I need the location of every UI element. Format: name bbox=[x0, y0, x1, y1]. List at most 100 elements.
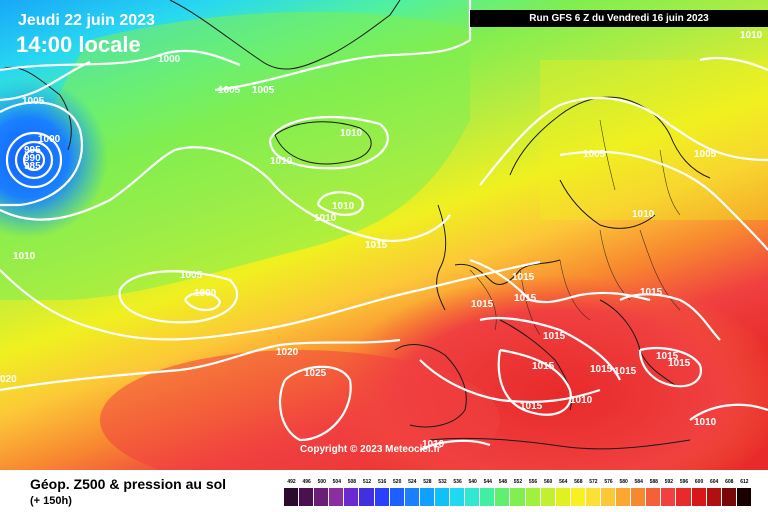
valid-date: Jeudi 22 juin 2023 bbox=[18, 12, 155, 29]
pressure-label: 1010 bbox=[314, 213, 337, 224]
pressure-label: 1015 bbox=[512, 272, 535, 283]
scale-swatch bbox=[646, 488, 662, 506]
scale-label: 584 bbox=[634, 479, 643, 485]
pressure-label: 1010 bbox=[694, 417, 717, 428]
scale-swatch bbox=[284, 488, 300, 506]
pressure-label: 1005 bbox=[22, 96, 45, 107]
scale-swatch bbox=[404, 488, 420, 506]
scale-label: 580 bbox=[619, 479, 628, 485]
scale-swatch bbox=[329, 488, 345, 506]
scale-label: 576 bbox=[604, 479, 613, 485]
scale-label: 592 bbox=[664, 479, 674, 485]
pressure-label: 1005 bbox=[180, 270, 203, 281]
pressure-label: 1015 bbox=[590, 364, 613, 375]
scale-swatch bbox=[419, 488, 435, 506]
scandinavia-zone bbox=[540, 60, 768, 220]
low-pressure-zone bbox=[0, 78, 108, 238]
pressure-label: 1010 bbox=[570, 395, 593, 406]
scale-label: 536 bbox=[453, 479, 462, 485]
pressure-label: 1015 bbox=[471, 299, 494, 310]
scale-label: 552 bbox=[513, 479, 523, 485]
pressure-label: 1000 bbox=[194, 288, 217, 299]
scale-swatch bbox=[570, 488, 586, 506]
pressure-label: 1005 bbox=[252, 85, 275, 96]
pressure-label: 1010 bbox=[270, 156, 293, 167]
scale-swatch bbox=[585, 488, 601, 506]
scale-swatches bbox=[284, 488, 752, 506]
pressure-label: 1010 bbox=[13, 251, 36, 262]
scale-label: 612 bbox=[740, 479, 749, 485]
local-time: 14:00 locale bbox=[16, 32, 141, 57]
scale-label: 500 bbox=[317, 479, 326, 485]
pressure-label: 1000 bbox=[158, 54, 181, 65]
pressure-label: 1010 bbox=[740, 30, 763, 41]
scale-swatch bbox=[555, 488, 571, 506]
scale-label: 540 bbox=[468, 479, 477, 485]
pressure-label: 1010 bbox=[332, 201, 355, 212]
scale-label: 520 bbox=[393, 479, 402, 485]
scale-swatch bbox=[540, 488, 556, 506]
coastlines bbox=[0, 0, 711, 450]
color-scale-legend: 492 496 500 504 508 512 516 520 524 528 532 536 540 5… bbox=[284, 476, 752, 506]
footer: Géop. Z500 & pression au sol (+ 150h) 49… bbox=[0, 470, 768, 512]
parameter-title: Géop. Z500 & pression au sol bbox=[30, 476, 227, 492]
scale-swatch bbox=[359, 488, 375, 506]
scale-label: 512 bbox=[362, 479, 372, 485]
scale-label: 604 bbox=[710, 479, 719, 485]
copyright-notice: Copyright © 2023 Meteociel.fr bbox=[300, 444, 441, 455]
scale-swatch bbox=[510, 488, 526, 506]
pressure-label: 1010 bbox=[632, 209, 655, 220]
scale-label: 556 bbox=[528, 479, 538, 485]
scale-label: 532 bbox=[438, 479, 447, 485]
scale-swatch bbox=[631, 488, 647, 506]
pressure-label: 1015 bbox=[514, 293, 537, 304]
map-canvas: 1000 1005 1005 1005 1000 995 990 985 101… bbox=[0, 0, 768, 470]
scale-labels: 492 496 500 504 508 512 516 520 524 528 532 536 540 5… bbox=[284, 476, 752, 488]
scale-label: 516 bbox=[377, 479, 387, 485]
scale-label: 600 bbox=[694, 479, 704, 485]
pressure-label: 1015 bbox=[668, 358, 691, 369]
scale-label: 504 bbox=[332, 479, 341, 485]
scale-label: 548 bbox=[498, 479, 508, 485]
scale-label: 508 bbox=[347, 479, 357, 485]
scale-label: 572 bbox=[589, 479, 598, 485]
pressure-label: 1015 bbox=[520, 401, 543, 412]
scale-swatch bbox=[691, 488, 707, 506]
pressure-label: 1015 bbox=[614, 366, 637, 377]
pressure-label: 1000 bbox=[38, 134, 61, 145]
scale-label: 596 bbox=[679, 479, 689, 485]
scale-swatch bbox=[314, 488, 330, 506]
scale-label: 588 bbox=[649, 479, 658, 485]
scale-label: 560 bbox=[543, 479, 553, 485]
scale-swatch bbox=[480, 488, 496, 506]
pressure-label: 1015 bbox=[656, 351, 679, 362]
scale-swatch bbox=[434, 488, 451, 506]
scale-swatch bbox=[736, 488, 752, 506]
pressure-label: 985 bbox=[24, 161, 41, 172]
scale-label: 564 bbox=[559, 479, 568, 485]
scale-label: 492 bbox=[287, 479, 296, 485]
weather-map: 1000 1005 1005 1005 1000 995 990 985 101… bbox=[0, 0, 768, 470]
pressure-label: 1015 bbox=[365, 240, 388, 251]
run-info-banner: Run GFS 6 Z du Vendredi 16 juin 2023 bbox=[470, 10, 768, 27]
pressure-labels: 1000 1005 1005 1005 1000 995 990 985 101… bbox=[0, 30, 763, 450]
scale-swatch bbox=[299, 488, 315, 506]
lead-time: (+ 150h) bbox=[30, 495, 72, 507]
pressure-label: 1015 bbox=[532, 361, 555, 372]
pressure-label: 1015 bbox=[543, 331, 566, 342]
scale-swatch bbox=[374, 488, 390, 506]
pressure-label: 1020 bbox=[276, 347, 299, 358]
scale-swatch bbox=[616, 488, 632, 506]
scale-label: 568 bbox=[574, 479, 583, 485]
scale-label: 544 bbox=[483, 479, 492, 485]
scale-swatch bbox=[344, 488, 360, 506]
scale-swatch bbox=[600, 488, 617, 506]
scale-label: 608 bbox=[725, 479, 734, 485]
pressure-label: 1005 bbox=[694, 149, 717, 160]
scale-label: 496 bbox=[302, 479, 311, 485]
scale-swatch bbox=[706, 488, 722, 506]
isobars bbox=[0, 0, 768, 450]
scale-swatch bbox=[676, 488, 692, 506]
pressure-label: 020 bbox=[0, 374, 17, 385]
subtropical-ridge bbox=[100, 350, 500, 470]
